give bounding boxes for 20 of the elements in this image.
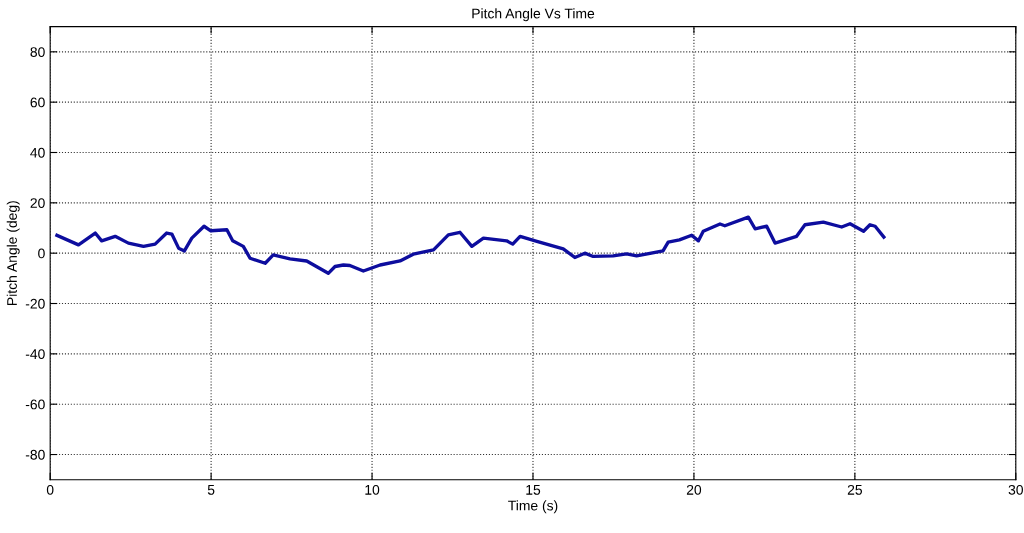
x-tick-label: 25: [847, 484, 863, 495]
y-tick-label: 40: [30, 147, 45, 158]
x-tick-label: 15: [526, 485, 541, 495]
chart-title: Pitch Angle Vs Time: [472, 8, 595, 22]
y-tick-label: 80: [30, 47, 45, 57]
y-tick-label: -40: [25, 349, 45, 360]
x-tick-label: 0: [46, 484, 54, 495]
x-tick-label: 30: [1008, 484, 1023, 495]
x-axis-title: Time (s): [508, 500, 558, 514]
y-tick-label: -60: [25, 399, 45, 410]
y-tick-label: 0: [38, 248, 45, 259]
y-axis-title: Pitch Angle (deg): [6, 201, 20, 305]
y-tick-label: 60: [30, 97, 45, 108]
x-tick-label: 5: [207, 485, 215, 495]
line-series: [55, 215, 886, 275]
x-tick-label: 10: [365, 484, 380, 495]
y-tick-label: -80: [25, 449, 45, 460]
y-tick-label: 20: [30, 198, 45, 209]
x-tick-label: 20: [686, 484, 702, 495]
y-tick-label: -20: [25, 298, 45, 309]
